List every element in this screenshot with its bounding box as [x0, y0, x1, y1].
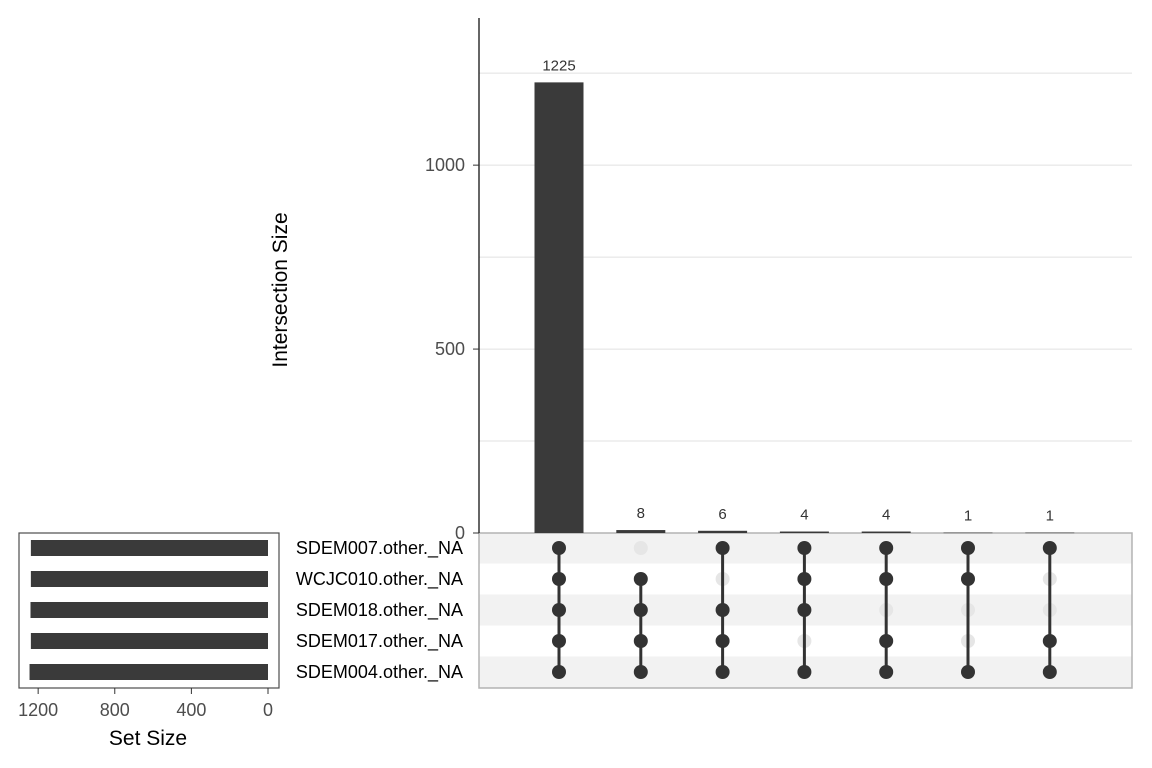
intersection-bar — [943, 532, 993, 534]
y-axis-tick-label: 0 — [455, 523, 465, 543]
set-size-axis-title: Set Size — [109, 727, 187, 750]
matrix-dot-active — [715, 541, 730, 555]
matrix-dot-active — [552, 603, 566, 617]
matrix-dot-active — [633, 634, 648, 648]
intersection-bar — [1025, 532, 1075, 534]
intersection-bar-label: 1225 — [542, 57, 575, 74]
matrix-dot-active — [715, 634, 730, 648]
intersection-bar — [861, 531, 911, 533]
intersection-bar-label: 6 — [718, 506, 726, 523]
matrix-dot-active — [552, 541, 566, 555]
intersection-bar — [698, 530, 748, 533]
matrix-dot-active — [797, 541, 812, 555]
matrix-dot-active — [633, 665, 648, 679]
y-axis-tick-label: 1000 — [425, 155, 465, 175]
matrix-dot-active — [879, 634, 894, 648]
set-label: SDEM017.other._NA — [296, 631, 463, 652]
intersection-bar — [779, 531, 829, 533]
intersection-y-axis: 0 500 1000 — [425, 18, 480, 543]
intersection-bar-labels: 1225 8 6 4 4 1 1 — [542, 57, 1054, 524]
matrix-dot-active — [633, 572, 648, 586]
set-size-tick-label: 1200 — [18, 700, 58, 720]
matrix-dot-active — [552, 572, 566, 586]
matrix-dot-active — [797, 572, 812, 586]
set-size-bar — [30, 571, 269, 587]
matrix-dot-active — [633, 603, 648, 617]
matrix-dot-active — [961, 665, 975, 679]
intersection-axis-title: Intersection Size — [269, 212, 292, 367]
matrix-dot-inactive — [633, 541, 648, 555]
intersection-bars — [534, 82, 1075, 534]
matrix-dot-active — [797, 665, 812, 679]
matrix-dot-active — [961, 572, 975, 586]
matrix-dot-active — [797, 603, 812, 617]
set-labels: SDEM007.other._NA WCJC010.other._NA SDEM01… — [296, 538, 463, 683]
matrix-dot-active — [1042, 665, 1057, 679]
intersection-bar — [534, 82, 584, 533]
matrix-dot-active — [715, 665, 730, 679]
intersection-gridlines — [479, 72, 1132, 442]
matrix-dot-active — [1042, 541, 1057, 555]
intersection-bar — [616, 530, 666, 533]
intersection-bar-label: 1 — [1046, 508, 1054, 525]
set-size-bar — [29, 664, 269, 680]
set-size-bar — [30, 633, 269, 649]
set-label: SDEM018.other._NA — [296, 600, 463, 621]
matrix-dot-active — [1042, 634, 1057, 648]
set-size-panel: 1200 800 400 0 — [18, 532, 280, 720]
intersection-bar-label: 8 — [637, 505, 645, 522]
set-label: WCJC010.other._NA — [296, 569, 463, 590]
matrix-dot-active — [715, 603, 730, 617]
y-axis-tick-label: 500 — [435, 339, 465, 359]
matrix-dot-active — [879, 541, 894, 555]
matrix-dot-active — [552, 634, 566, 648]
intersection-matrix — [552, 541, 1057, 679]
matrix-dot-active — [961, 541, 975, 555]
set-label: SDEM007.other._NA — [296, 538, 463, 559]
matrix-dot-active — [879, 572, 894, 586]
intersection-bar-label: 1 — [964, 508, 972, 525]
intersection-bar-label: 4 — [882, 507, 890, 524]
set-size-bar — [30, 602, 268, 618]
set-size-tick-label: 0 — [263, 700, 273, 720]
intersection-bar-label: 4 — [800, 507, 808, 524]
set-label: SDEM004.other._NA — [296, 662, 463, 683]
set-size-tick-label: 400 — [176, 700, 206, 720]
set-size-tick-label: 800 — [100, 700, 130, 720]
matrix-dot-active — [879, 665, 894, 679]
set-size-bar — [30, 540, 269, 556]
matrix-dot-active — [552, 665, 566, 679]
